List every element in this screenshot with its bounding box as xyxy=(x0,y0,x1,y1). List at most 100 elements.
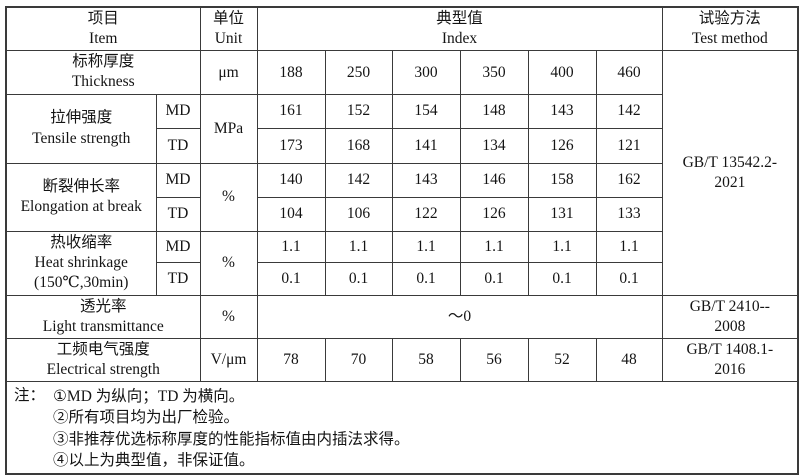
notes-row: 注： ①MD 为纵向；TD 为横向。 ②所有项目均为出厂检验。 ③非推荐优选标称… xyxy=(5,381,799,475)
tensile-md-value-cell: 143 xyxy=(527,93,597,129)
thickness-value-cell: 350 xyxy=(459,50,529,95)
test-method-light-cell: GB/T 2410-- 2008 xyxy=(661,294,799,339)
elongation-td-value-cell: 106 xyxy=(324,196,393,232)
spec-table: 项目 Item 单位 Unit 典型值 Index 试验方法 Test meth… xyxy=(5,6,800,475)
elongation-md-value-cell: 140 xyxy=(256,162,326,198)
thickness-value-cell: 460 xyxy=(595,50,663,95)
unit-header-en: Unit xyxy=(214,30,243,48)
transmittance-row: 透光率 Light transmittance % ～0 GB/T 2410--… xyxy=(5,294,799,339)
elongation-unit-cell: % xyxy=(199,162,258,232)
elongation-label-zh: 断裂伸长率 xyxy=(42,177,120,195)
tensile-md-row: 拉伸强度 Tensile strength MD MPa 161 152 154… xyxy=(5,93,798,164)
electrical-row: 工频电气强度 Electrical strength V/μm 78 70 58… xyxy=(5,337,799,383)
test-method-electric-line1: GB/T 1408.1- xyxy=(686,340,774,358)
shrinkage-td-value-cell: 0.1 xyxy=(595,261,663,296)
elongation-td-row: TD 104 106 122 126 131 133 xyxy=(6,196,798,232)
shrinkage-td-value-cell: 0.1 xyxy=(391,261,461,296)
method-header-en: Test method xyxy=(691,30,768,48)
shrinkage-md-value-cell: 1.1 xyxy=(256,230,326,263)
elongation-label-cell: 断裂伸长率 Elongation at break xyxy=(5,162,157,232)
item-header-cell: 项目 Item xyxy=(5,6,201,52)
electrical-value-cell: 48 xyxy=(595,337,663,383)
thickness-unit-cell: μm xyxy=(199,50,258,95)
thickness-value-cell: 188 xyxy=(256,50,326,95)
tensile-md-tag: MD xyxy=(155,93,201,129)
tensile-label-en: Tensile strength xyxy=(32,129,131,147)
shrinkage-td-tag: TD xyxy=(155,261,201,296)
electrical-value-cell: 56 xyxy=(459,337,529,383)
shrinkage-td-value-cell: 0.1 xyxy=(527,261,597,296)
item-header-zh: 项目 xyxy=(87,10,119,27)
shrinkage-md-value-cell: 1.1 xyxy=(391,230,461,263)
shrinkage-td-row: TD 0.1 0.1 0.1 0.1 0.1 0.1 xyxy=(6,261,798,296)
electrical-label-en: Electrical strength xyxy=(46,360,160,378)
elongation-md-value-cell: 146 xyxy=(459,162,529,198)
tensile-label-cell: 拉伸强度 Tensile strength xyxy=(5,93,157,164)
thickness-value-cell: 300 xyxy=(391,50,461,95)
electrical-label-cell: 工频电气强度 Electrical strength xyxy=(5,337,201,383)
electrical-label-zh: 工频电气强度 xyxy=(56,340,150,358)
test-method-electric-cell: GB/T 1408.1- 2016 xyxy=(661,337,799,383)
unit-header-zh: 单位 xyxy=(213,10,245,27)
method-header-zh: 试验方法 xyxy=(698,10,761,27)
shrinkage-label-en: Heat shrinkage xyxy=(34,253,128,271)
shrinkage-label-condition: (150℃,30min) xyxy=(34,274,129,292)
tensile-md-value-cell: 142 xyxy=(595,93,663,129)
notes-cell: 注： ①MD 为纵向；TD 为横向。 ②所有项目均为出厂检验。 ③非推荐优选标称… xyxy=(5,381,799,475)
elongation-td-tag: TD xyxy=(155,196,201,232)
unit-header-cell: 单位 Unit xyxy=(199,6,258,52)
shrinkage-md-value-cell: 1.1 xyxy=(595,230,663,263)
note-line: ④以上为典型值，非保证值。 xyxy=(53,451,255,469)
index-header-cell: 典型值 Index xyxy=(256,6,663,52)
elongation-md-value-cell: 162 xyxy=(595,162,663,198)
tensile-td-value-cell: 134 xyxy=(459,127,529,164)
tensile-td-value-cell: 121 xyxy=(595,127,663,164)
tensile-td-value-cell: 141 xyxy=(391,127,461,164)
test-method-main-cell: GB/T 13542.2- 2021 xyxy=(661,50,799,296)
thickness-row: 标称厚度 Thickness μm 188 250 300 350 400 46… xyxy=(5,50,799,296)
thickness-label-zh: 标称厚度 xyxy=(72,53,135,71)
elongation-label-en: Elongation at break xyxy=(20,198,142,216)
elongation-td-value-cell: 126 xyxy=(459,196,529,232)
elongation-md-value-cell: 143 xyxy=(391,162,461,198)
note-line: ③非推荐优选标称厚度的性能指标值由内插法求得。 xyxy=(53,430,410,448)
shrinkage-label-cell: 热收缩率 Heat shrinkage (150℃,30min) xyxy=(5,230,157,296)
index-header-en: Index xyxy=(441,30,478,48)
tensile-md-value-cell: 148 xyxy=(459,93,529,129)
elongation-md-value-cell: 158 xyxy=(527,162,597,198)
item-header-en: Item xyxy=(89,30,118,48)
electrical-value-cell: 58 xyxy=(391,337,461,383)
electrical-value-cell: 52 xyxy=(527,337,597,383)
transmittance-value-cell: ～0 xyxy=(256,294,663,339)
shrinkage-md-value-cell: 1.1 xyxy=(459,230,529,263)
tensile-md-value-cell: 161 xyxy=(256,93,326,129)
elongation-md-row: 断裂伸长率 Elongation at break MD % 140 142 1… xyxy=(5,162,798,232)
transmittance-label-cell: 透光率 Light transmittance xyxy=(5,294,201,339)
shrinkage-md-value-cell: 1.1 xyxy=(527,230,597,263)
transmittance-label-zh: 透光率 xyxy=(80,297,127,315)
note-line: ②所有项目均为出厂检验。 xyxy=(53,409,240,427)
tensile-md-value-cell: 152 xyxy=(324,93,393,129)
note-line: ①MD 为纵向；TD 为横向。 xyxy=(53,388,245,406)
elongation-td-value-cell: 133 xyxy=(595,196,663,232)
test-method-main-line1: GB/T 13542.2- xyxy=(682,153,778,171)
tensile-label-zh: 拉伸强度 xyxy=(50,109,113,127)
electrical-unit-cell: V/μm xyxy=(199,337,258,383)
transmittance-label-en: Light transmittance xyxy=(42,317,164,335)
notes-wrap: 注： ①MD 为纵向；TD 为横向。 ②所有项目均为出厂检验。 ③非推荐优选标称… xyxy=(14,386,791,471)
notes-items: ①MD 为纵向；TD 为横向。 ②所有项目均为出厂检验。 ③非推荐优选标称厚度的… xyxy=(53,386,410,471)
index-header-zh: 典型值 xyxy=(436,10,483,27)
test-method-main-line2: 2021 xyxy=(714,173,746,191)
notes-prefix: 注： xyxy=(14,387,46,405)
tensile-td-tag: TD xyxy=(155,127,201,164)
thickness-label-en: Thickness xyxy=(71,73,135,91)
elongation-md-value-cell: 142 xyxy=(324,162,393,198)
electrical-value-cell: 70 xyxy=(324,337,393,383)
thickness-value-cell: 400 xyxy=(527,50,597,95)
tensile-td-value-cell: 126 xyxy=(527,127,597,164)
test-method-light-line1: GB/T 2410-- xyxy=(689,297,770,315)
thickness-label-cell: 标称厚度 Thickness xyxy=(5,50,201,95)
shrinkage-td-value-cell: 0.1 xyxy=(324,261,393,296)
tensile-md-value-cell: 154 xyxy=(391,93,461,129)
tensile-unit-cell: MPa xyxy=(199,93,258,164)
